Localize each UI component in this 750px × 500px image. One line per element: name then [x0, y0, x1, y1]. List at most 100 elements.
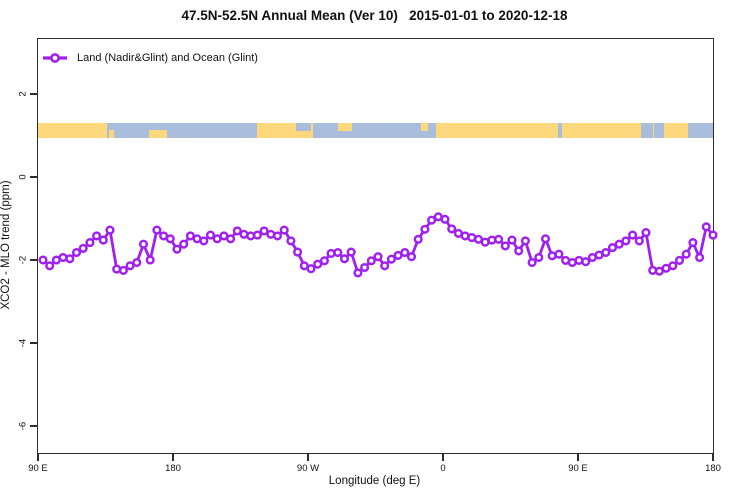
legend-series-icon	[43, 53, 67, 63]
x-tick-mark	[577, 453, 579, 461]
data-point	[306, 264, 316, 274]
data-point	[507, 235, 517, 245]
data-point	[313, 259, 323, 269]
land-segment	[38, 123, 107, 138]
data-point	[259, 226, 269, 236]
data-point	[138, 239, 149, 249]
data-point	[406, 252, 417, 262]
land-segment	[435, 123, 655, 138]
data-point	[78, 243, 88, 253]
data-point	[708, 230, 718, 240]
data-point	[92, 231, 102, 241]
y-tick-label: -4	[17, 338, 29, 348]
ocean-segment	[295, 123, 311, 132]
x-tick-label: 90 E	[28, 463, 48, 474]
data-point	[232, 226, 242, 236]
data-point	[366, 256, 376, 266]
data-point	[132, 257, 142, 268]
y-tick-mark	[30, 176, 38, 178]
y-tick-mark	[30, 93, 38, 95]
land-segment	[663, 123, 689, 138]
land-ocean-strip	[38, 123, 713, 138]
data-point	[520, 236, 530, 246]
data-point	[45, 261, 55, 271]
y-tick-label: -2	[17, 255, 29, 265]
data-point	[71, 247, 82, 258]
data-point	[272, 231, 283, 241]
land-segment	[148, 129, 167, 138]
data-point	[98, 235, 108, 245]
data-point	[641, 228, 651, 238]
data-point	[540, 234, 551, 244]
y-tick-label: 2	[17, 91, 29, 97]
data-point	[65, 254, 75, 264]
legend-label: Land (Nadir&Glint) and Ocean (Glint)	[77, 52, 258, 64]
data-point	[634, 236, 644, 246]
data-point	[534, 252, 544, 263]
data-point	[380, 261, 390, 271]
data-point	[38, 255, 48, 265]
data-point	[628, 230, 638, 240]
data-point	[279, 225, 289, 235]
data-point	[621, 236, 631, 246]
land-segment	[108, 129, 115, 138]
data-point	[226, 234, 236, 244]
data-point	[105, 225, 115, 235]
data-point	[179, 239, 189, 249]
chart-title: 47.5N-52.5N Annual Mean (Ver 10) 2015-01…	[181, 8, 568, 23]
data-point	[514, 246, 524, 256]
data-point	[494, 234, 504, 244]
data-point	[252, 230, 262, 240]
data-point	[333, 247, 343, 258]
legend: Land (Nadir&Glint) and Ocean (Glint)	[42, 50, 258, 66]
land-segment	[420, 123, 429, 132]
x-tick-label: 180	[165, 463, 181, 474]
data-point	[373, 252, 383, 262]
x-tick-label: 90 W	[296, 463, 320, 474]
x-tick-label: 180	[705, 463, 721, 474]
y-tick-mark	[30, 425, 38, 427]
x-tick-mark	[37, 453, 39, 461]
data-point	[145, 255, 155, 265]
x-tick-mark	[172, 453, 174, 461]
x-tick-mark	[442, 453, 444, 461]
data-series-svg	[38, 212, 718, 278]
x-axis-label: Longitude (deg E)	[328, 475, 421, 487]
y-tick-mark	[30, 342, 38, 344]
data-point	[681, 249, 691, 259]
land-segment	[337, 123, 352, 132]
x-tick-mark	[307, 453, 309, 461]
data-point	[440, 214, 450, 224]
data-point	[581, 257, 591, 267]
data-point	[447, 224, 457, 234]
ocean-segment	[557, 123, 563, 138]
data-point	[346, 247, 356, 257]
data-point	[165, 234, 175, 244]
data-point	[413, 234, 423, 244]
data-point	[386, 254, 396, 264]
data-point	[152, 225, 162, 235]
y-tick-label: 0	[17, 174, 29, 180]
data-point	[420, 224, 430, 234]
data-point	[286, 236, 296, 246]
data-point	[607, 243, 618, 253]
data-point	[205, 230, 216, 240]
data-point	[118, 265, 128, 275]
y-tick-label: -6	[17, 421, 29, 431]
data-point	[319, 256, 329, 266]
data-point	[172, 244, 182, 254]
x-tick-mark	[712, 453, 714, 461]
x-tick-label: 90 E	[568, 463, 588, 474]
data-point	[427, 215, 437, 225]
data-point	[293, 247, 303, 257]
data-point	[353, 268, 363, 278]
data-point	[674, 255, 685, 265]
plot-area: Land (Nadir&Glint) and Ocean (Glint) 2 0 -…	[18, 38, 721, 474]
data-point	[701, 222, 711, 232]
x-tick-label: 0	[440, 463, 446, 474]
ocean-segment	[640, 123, 653, 138]
data-point	[554, 249, 564, 259]
data-point	[688, 238, 698, 248]
y-tick-mark	[30, 259, 38, 261]
